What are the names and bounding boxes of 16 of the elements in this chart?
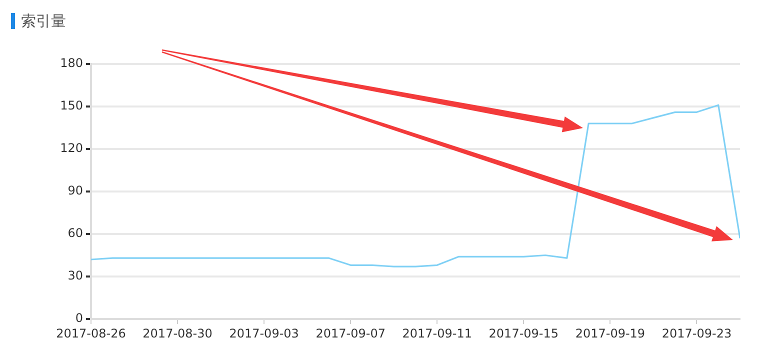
y-tick-label: 60 (68, 226, 83, 240)
x-tick-label: 2017-09-03 (229, 326, 299, 340)
y-tick-label: 180 (60, 56, 83, 70)
y-tick-label: 0 (75, 311, 83, 326)
y-tick-label: 120 (60, 141, 83, 156)
chart-title: 索引量 (21, 11, 66, 31)
y-tick-label: 150 (60, 98, 83, 113)
x-tick-label: 2017-09-23 (662, 326, 732, 340)
x-tick-label: 2017-09-07 (316, 326, 386, 340)
x-tick-label: 2017-09-19 (575, 326, 646, 340)
x-tick-label: 2017-09-11 (402, 326, 472, 340)
x-tick-label: 2017-08-26 (56, 326, 126, 340)
x-tick-label: 2017-09-15 (488, 326, 559, 340)
y-tick-label: 90 (68, 184, 83, 198)
y-tick-label: 30 (68, 268, 83, 283)
x-tick-label: 2017-08-30 (142, 326, 212, 340)
